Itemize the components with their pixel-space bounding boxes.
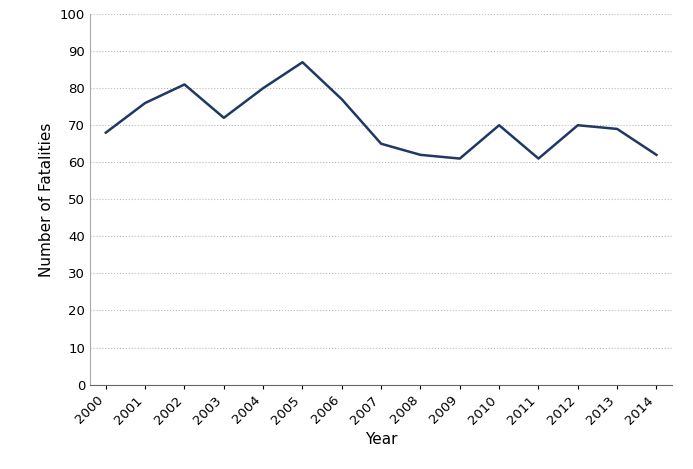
X-axis label: Year: Year <box>365 432 397 447</box>
Y-axis label: Number of Fatalities: Number of Fatalities <box>40 122 55 277</box>
